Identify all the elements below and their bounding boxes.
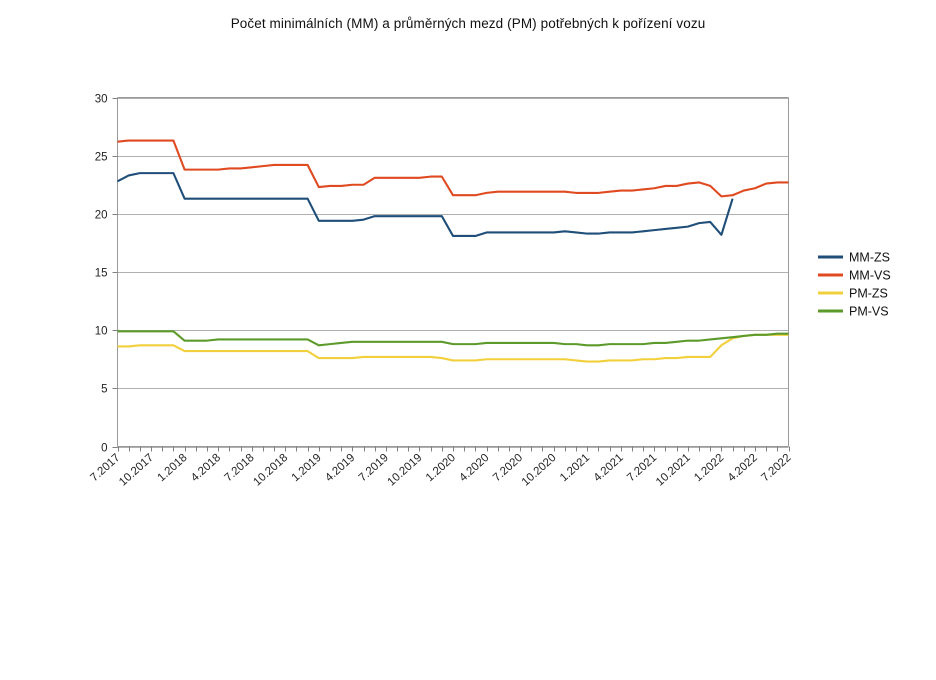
x-tick-label: 4.2022 bbox=[726, 452, 760, 484]
x-tick-label: 1.2018 bbox=[155, 452, 189, 484]
legend-label-mm-zs: MM-ZS bbox=[849, 251, 890, 265]
chart-title: Počet minimálních (MM) a průměrných mezd… bbox=[230, 16, 706, 31]
legend-label-pm-zs: PM-ZS bbox=[849, 287, 888, 301]
chart-legend: MM-ZS MM-VS PM-ZS PM-VS bbox=[818, 251, 891, 319]
series-line-pm-zs bbox=[117, 333, 789, 363]
legend-label-mm-vs: MM-VS bbox=[849, 269, 891, 283]
x-tick-label: 1.2021 bbox=[558, 452, 592, 484]
y-tick-label: 25 bbox=[95, 152, 108, 164]
y-tick-label: 5 bbox=[101, 384, 107, 396]
x-tick-label: 7.2022 bbox=[759, 452, 793, 484]
x-tick-label: 10.2018 bbox=[251, 452, 290, 489]
x-tick-label: 10.2019 bbox=[386, 452, 425, 489]
y-tick-label: 0 bbox=[101, 443, 107, 455]
x-tick-label: 4.2021 bbox=[592, 452, 626, 484]
series-line-mm-vs bbox=[117, 139, 789, 198]
y-tick-label: 30 bbox=[95, 94, 108, 106]
y-tick-label: 15 bbox=[95, 268, 108, 280]
y-axis-ticks: 0 5 10 15 20 25 30 bbox=[95, 94, 118, 455]
x-tick-label: 10.2017 bbox=[117, 452, 156, 489]
series-line-pm-vs bbox=[117, 330, 789, 347]
x-tick-label: 1.2019 bbox=[290, 452, 324, 484]
series-line-mm-zs bbox=[117, 172, 734, 237]
y-tick-label: 10 bbox=[95, 326, 108, 338]
legend-label-pm-vs: PM-VS bbox=[849, 305, 889, 319]
x-tick-label: 10.2020 bbox=[520, 452, 559, 489]
x-tick-label: 10.2021 bbox=[654, 452, 693, 489]
x-tick-label: 4.2019 bbox=[323, 452, 357, 484]
x-tick-label: 4.2020 bbox=[457, 452, 491, 484]
grid-layer bbox=[117, 97, 789, 448]
x-tick-label: 1.2022 bbox=[692, 452, 726, 484]
x-tick-label: 1.2020 bbox=[424, 452, 458, 484]
x-tick-label: 4.2018 bbox=[189, 452, 223, 484]
series-layer bbox=[117, 139, 789, 363]
y-tick-label: 20 bbox=[95, 210, 108, 222]
